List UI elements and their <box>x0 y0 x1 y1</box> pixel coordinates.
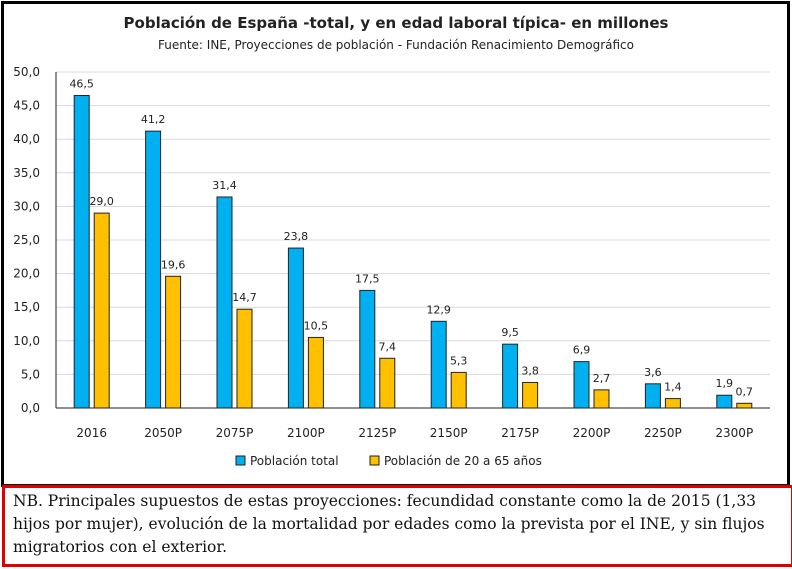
y-tick-label: 5,0 <box>21 367 40 381</box>
y-tick-label: 50,0 <box>13 65 40 79</box>
data-label: 29,0 <box>89 195 114 208</box>
x-tick-label: 2150P <box>430 426 468 440</box>
y-tick-label: 20,0 <box>13 267 40 281</box>
data-label: 41,2 <box>141 113 166 126</box>
legend-swatch <box>369 455 380 466</box>
legend-label: Población de 20 a 65 años <box>384 454 542 468</box>
y-tick-label: 25,0 <box>13 233 40 247</box>
y-tick-label: 10,0 <box>13 334 40 348</box>
data-label: 19,6 <box>161 258 186 271</box>
y-tick-label: 15,0 <box>13 300 40 314</box>
chart-title: Población de España -total, y en edad la… <box>123 14 669 32</box>
x-tick-label: 2300P <box>715 426 753 440</box>
data-label: 1,9 <box>716 377 734 390</box>
bar-total <box>716 394 733 409</box>
bar-chart: 0,0 5,0 10,0 15,0 20,0 25,0 30,0 35,0 40,0 45,0 50… <box>13 65 770 468</box>
data-label: 12,9 <box>426 303 451 316</box>
bar-working-age <box>307 336 324 409</box>
y-tick-label: 30,0 <box>13 199 40 213</box>
x-tick-label: 2100P <box>287 426 325 440</box>
data-label: 10,5 <box>304 319 329 332</box>
bar-working-age <box>736 402 753 409</box>
bar-total <box>573 361 590 409</box>
y-tick-label: 0,0 <box>21 401 40 415</box>
data-label: 31,4 <box>212 179 237 192</box>
data-label: 23,8 <box>284 230 309 243</box>
bar-working-age <box>165 275 182 409</box>
data-label: 0,7 <box>736 385 754 398</box>
bar-total <box>216 196 233 409</box>
x-tick-label: 2050P <box>144 426 182 440</box>
x-tick-label: 2200P <box>573 426 611 440</box>
bar-total <box>73 95 90 409</box>
bar-total <box>359 289 376 409</box>
chart-subtitle: Fuente: INE, Proyecciones de población -… <box>158 38 634 52</box>
data-label: 17,5 <box>355 272 380 285</box>
data-label: 9,5 <box>501 326 519 339</box>
note-box: NB. Principales supuestos de estas proye… <box>2 485 792 567</box>
bar-total <box>502 343 519 409</box>
y-tick-label: 45,0 <box>13 99 40 113</box>
data-label: 14,7 <box>232 291 257 304</box>
data-label: 5,3 <box>450 354 468 367</box>
y-tick-label: 40,0 <box>13 132 40 146</box>
data-label: 2,7 <box>593 372 611 385</box>
data-label: 7,4 <box>379 340 397 353</box>
x-tick-label: 2250P <box>644 426 682 440</box>
bar-working-age <box>593 389 610 409</box>
y-tick-label: 35,0 <box>13 166 40 180</box>
legend-swatch <box>235 455 246 466</box>
data-label: 1,4 <box>664 381 682 394</box>
x-tick-label: 2175P <box>501 426 539 440</box>
data-label: 6,9 <box>573 344 591 357</box>
bar-total <box>644 383 661 409</box>
bar-working-age <box>450 371 467 409</box>
x-tick-label: 2125P <box>358 426 396 440</box>
bar-total <box>145 130 162 409</box>
data-label: 3,6 <box>644 366 662 379</box>
legend-label: Población total <box>250 454 339 468</box>
bar-working-age <box>379 357 396 409</box>
x-tick-label: 2075P <box>216 426 254 440</box>
bar-working-age <box>236 308 253 409</box>
bar-working-age <box>522 381 539 409</box>
bar-working-age <box>664 398 681 409</box>
bar-total <box>287 247 304 409</box>
data-label: 3,8 <box>521 364 539 377</box>
bar-working-age <box>93 212 110 409</box>
x-tick-label: 2016 <box>76 426 107 440</box>
bar-total <box>430 320 447 409</box>
data-label: 46,5 <box>69 78 94 91</box>
